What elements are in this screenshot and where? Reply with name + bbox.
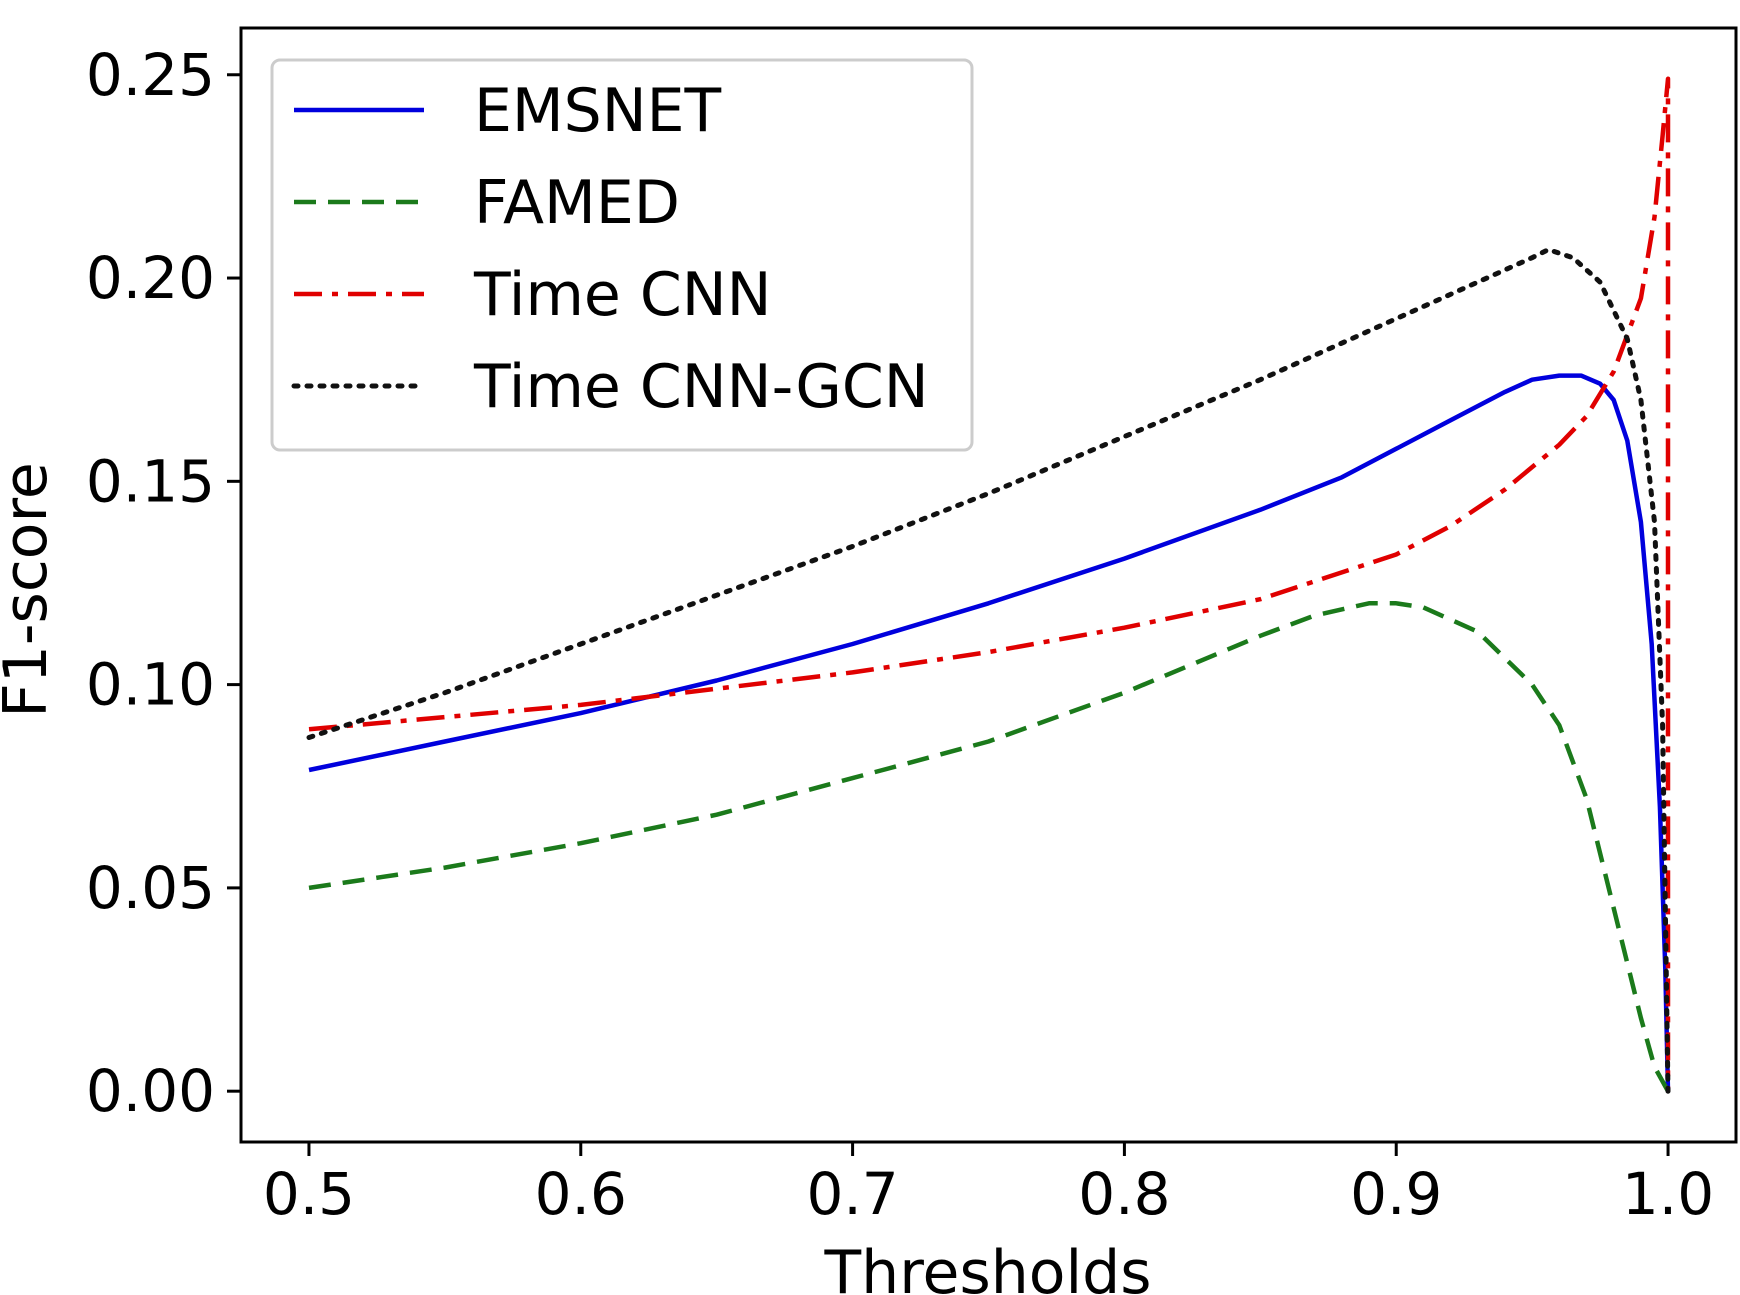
x-tick-label: 0.6 <box>535 1160 627 1228</box>
y-tick-label: 0.15 <box>86 447 215 515</box>
x-tick-label: 1.0 <box>1622 1160 1714 1228</box>
legend-box <box>270 58 974 452</box>
x-tick-label: 0.9 <box>1350 1160 1442 1228</box>
x-tick-label: 0.8 <box>1078 1160 1170 1228</box>
y-tick-label: 0.00 <box>86 1057 215 1125</box>
x-tick-label: 0.5 <box>263 1160 355 1228</box>
plot-area <box>239 26 1738 1144</box>
series-line-time-cnn <box>308 76 1671 1092</box>
y-tick-label: 0.20 <box>86 244 215 312</box>
y-tick-label: 0.05 <box>86 854 215 922</box>
legend-label-famed: FAMED <box>474 168 680 238</box>
y-tick-label: 0.25 <box>86 41 215 109</box>
legend: EMSNET FAMED Time CNN Time CNN-GCN <box>270 58 974 452</box>
x-axis: 0.5 0.6 0.7 0.8 0.9 1.0 <box>263 1142 1714 1228</box>
x-tick-label: 0.7 <box>806 1160 898 1228</box>
legend-label-time-cnn: Time CNN <box>473 260 772 330</box>
y-axis: 0.00 0.05 0.10 0.15 0.20 0.25 <box>86 41 241 1125</box>
y-tick-label: 0.10 <box>86 651 215 719</box>
legend-label-time-cnn-gcn: Time CNN-GCN <box>473 352 929 422</box>
series-line-emsnet <box>308 373 1671 1092</box>
plot-frame <box>239 26 1738 1144</box>
series-line-famed <box>308 601 1670 1093</box>
x-axis-label: Thresholds <box>824 1238 1152 1295</box>
series-line-time-cnn-gcn <box>306 247 1671 1094</box>
y-axis-label: F1-score <box>0 462 61 718</box>
legend-label-emsnet: EMSNET <box>474 76 722 146</box>
